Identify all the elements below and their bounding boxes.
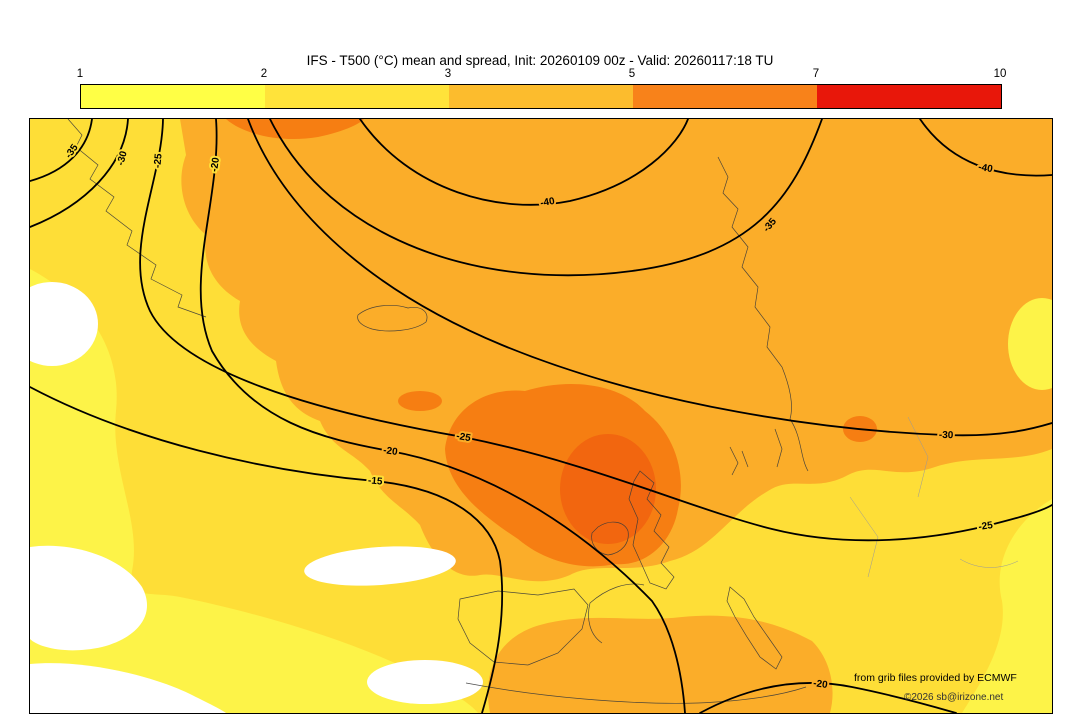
forecast-map: -35 -30 -25 -20 -40 -35 -40 -30 -25 -25 …: [6, 118, 1076, 714]
coastline-denmark: [729, 446, 749, 476]
coastline-iceland: [357, 305, 428, 332]
contour-line-minus40-east: [919, 118, 1053, 177]
colorbar-tick: 3: [444, 68, 452, 80]
spread-region-3-5-main: [180, 119, 1052, 582]
contour-line-minus25-long: [139, 118, 1053, 542]
contour-line-minus15: [29, 386, 503, 714]
spread-region-7-core: [560, 434, 656, 544]
spread-region-low-south: [367, 660, 483, 704]
contour-label: -25: [152, 153, 164, 169]
coastline-ireland: [591, 521, 629, 556]
spread-region-low-atlantic2: [30, 663, 226, 713]
border-east2: [907, 416, 929, 498]
coastline-mediterranean: [465, 682, 807, 704]
contour-label: -30: [939, 430, 954, 442]
spread-segment-5-7: [633, 85, 817, 108]
colorbar-tick: 7: [812, 68, 820, 80]
colorbar-bar: [80, 84, 1002, 109]
contour-line-minus20-south: [699, 682, 957, 714]
country-borders: [849, 416, 1019, 578]
colorbar-tick: 5: [628, 68, 636, 80]
spread-region-5-7-small1: [398, 391, 442, 411]
chart-title: IFS - T500 (°C) mean and spread, Init: 2…: [306, 53, 774, 68]
spread-segment-2-3: [265, 85, 449, 108]
colorbar-tick: 10: [993, 68, 1007, 80]
contour-label: -20: [209, 156, 222, 172]
contour-label: -20: [382, 445, 398, 458]
coastline-france: [588, 583, 645, 644]
spread-segment-3-5: [449, 85, 633, 108]
contour-label: -40: [539, 196, 556, 209]
spread-segment-1-2: [81, 85, 265, 108]
contour-label: -25: [455, 431, 472, 444]
coastline-uk: [628, 470, 675, 590]
map-svg: -35 -30 -25 -20 -40 -35 -40 -30 -25 -25 …: [6, 118, 1076, 714]
contour-line-minus35-corner: [29, 118, 93, 182]
border-east3: [959, 558, 1019, 568]
colorbar-tick: 1: [76, 68, 84, 80]
border-east1: [849, 496, 879, 578]
contour-line-minus30-corner: [29, 118, 129, 228]
contour-line-minus30-east: [247, 118, 1053, 437]
spread-region-low-atlantic1: [30, 545, 148, 651]
spread-region-3-5-south: [488, 615, 833, 713]
contour-label: -25: [978, 520, 994, 533]
contour-lines: [29, 118, 1053, 714]
coastline-norway: [717, 156, 792, 420]
colorbar-tick: 2: [260, 68, 268, 80]
contour-label: -15: [368, 475, 384, 487]
coastline-baltic: [774, 418, 809, 472]
spread-segment-7-10: [817, 85, 1001, 108]
spread-region-5-7-north: [226, 119, 364, 139]
coastline-italy: [726, 586, 783, 670]
attribution-copyright: ©2026 sb@irizone.net: [904, 692, 1003, 703]
contour-line-minus35-north: [269, 118, 823, 277]
spread-region-1-2-southeast: [962, 499, 1052, 713]
spread-region-low-mid: [304, 546, 456, 586]
coastline-iberia: [457, 588, 589, 666]
contour-line-minus40-north: [359, 118, 689, 206]
contour-label: -40: [977, 162, 994, 175]
contour-label: -20: [812, 678, 828, 691]
attribution-source: from grib files provided by ECMWF: [854, 672, 1017, 684]
contour-line-minus20-long: [199, 118, 686, 714]
